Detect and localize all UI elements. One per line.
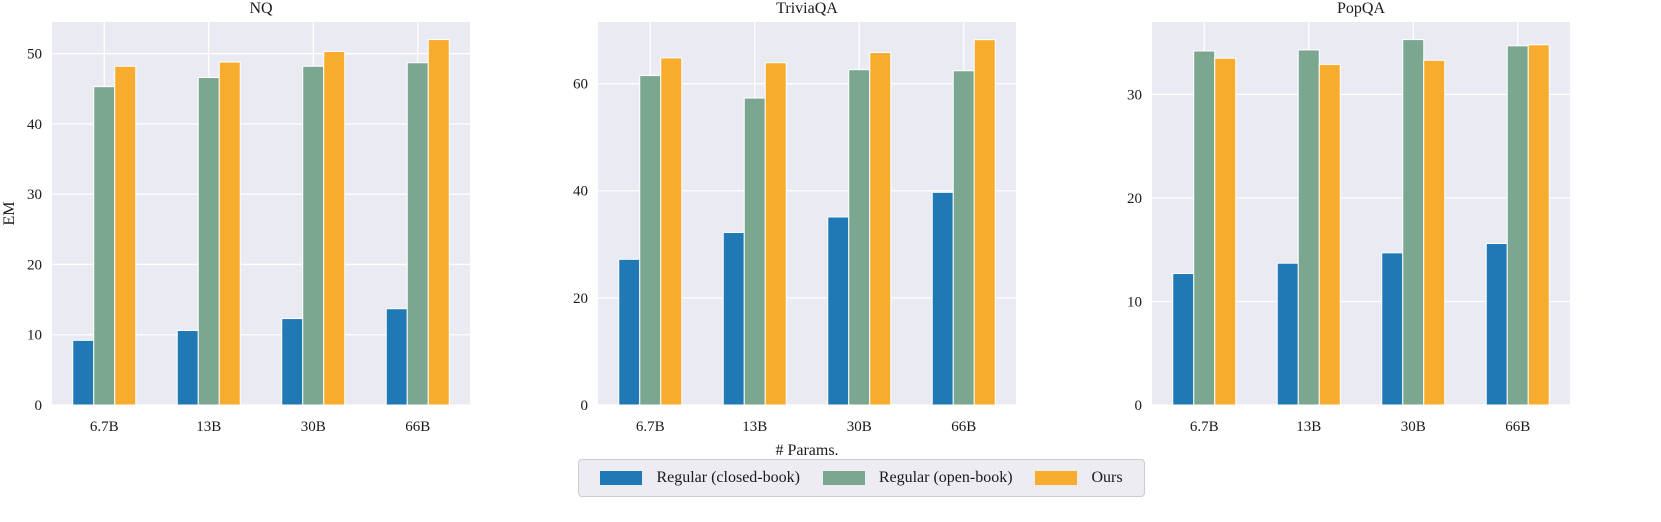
bar — [1193, 50, 1216, 406]
x-tick-label: 66B — [951, 419, 976, 435]
bar — [281, 318, 304, 406]
y-tick-label: 20 — [1127, 191, 1142, 207]
x-tick-label: 6.7B — [636, 419, 665, 435]
legend: Regular (closed-book) Regular (open-book… — [578, 459, 1145, 497]
x-tick-label: 13B — [196, 419, 221, 435]
bar — [618, 258, 641, 406]
y-tick-label: 0 — [1135, 398, 1143, 414]
y-axis-label: EM — [1, 202, 18, 226]
chart-title: TriviaQA — [776, 0, 838, 17]
bar — [218, 61, 241, 406]
bar — [827, 216, 850, 406]
y-tick-label: 0 — [581, 398, 589, 414]
chart-title: PopQA — [1337, 0, 1385, 17]
y-tick-label: 30 — [27, 187, 42, 203]
legend-item-open-book: Regular (open-book) — [822, 469, 1013, 487]
chart-title: NQ — [249, 0, 273, 17]
bar — [427, 39, 450, 406]
bar — [1214, 57, 1237, 406]
bar — [1402, 39, 1425, 406]
bar — [743, 97, 766, 406]
bar — [302, 65, 325, 406]
bar — [197, 77, 220, 406]
bar — [93, 86, 116, 406]
bar — [660, 57, 683, 406]
legend-label-closed-book: Regular (closed-book) — [656, 469, 800, 486]
x-tick-label: 30B — [301, 419, 326, 435]
legend-item-closed-book: Regular (closed-book) — [600, 469, 800, 487]
bar — [764, 62, 787, 406]
x-tick-label: 13B — [742, 419, 767, 435]
bar — [385, 308, 408, 406]
x-tick-label: 66B — [1505, 419, 1530, 435]
legend-label-ours: Ours — [1091, 469, 1123, 486]
y-tick-label: 40 — [27, 117, 42, 133]
legend-swatch-closed-book — [600, 471, 643, 485]
bar — [406, 62, 429, 406]
bar — [1318, 63, 1341, 406]
x-tick-label: 30B — [1401, 419, 1426, 435]
bar — [952, 70, 975, 406]
bar — [1423, 59, 1446, 406]
y-tick-label: 10 — [1127, 294, 1142, 310]
legend-label-open-book: Regular (open-book) — [878, 469, 1013, 486]
bar — [176, 330, 199, 406]
bar — [869, 52, 892, 406]
bar — [1506, 45, 1529, 406]
bar — [323, 51, 346, 406]
bar — [1276, 262, 1299, 406]
y-tick-label: 50 — [27, 47, 42, 63]
bar — [1297, 49, 1320, 406]
y-tick-label: 30 — [1127, 87, 1142, 103]
y-tick-label: 10 — [27, 328, 42, 344]
x-tick-label: 66B — [405, 419, 430, 435]
y-tick-label: 20 — [573, 291, 588, 307]
x-tick-label: 6.7B — [1190, 419, 1219, 435]
x-tick-label: 13B — [1296, 419, 1321, 435]
bar — [1485, 243, 1508, 406]
bar — [639, 75, 662, 406]
y-tick-label: 0 — [35, 398, 43, 414]
bar — [973, 39, 996, 406]
bar — [1172, 273, 1195, 406]
legend-swatch-ours — [1035, 471, 1078, 485]
bar — [1381, 252, 1404, 406]
bar — [114, 65, 137, 406]
bar — [72, 339, 95, 406]
legend-swatch-open-book — [822, 471, 865, 485]
bar — [1527, 44, 1550, 406]
bar — [848, 69, 871, 406]
y-tick-label: 20 — [27, 257, 42, 273]
x-tick-label: 6.7B — [90, 419, 119, 435]
bar — [722, 232, 745, 406]
y-tick-label: 60 — [573, 77, 588, 93]
x-tick-label: 30B — [847, 419, 872, 435]
y-tick-label: 40 — [573, 184, 588, 200]
x-axis-label: # Params. — [775, 442, 838, 459]
bar — [931, 191, 954, 406]
legend-item-ours: Ours — [1035, 469, 1123, 487]
